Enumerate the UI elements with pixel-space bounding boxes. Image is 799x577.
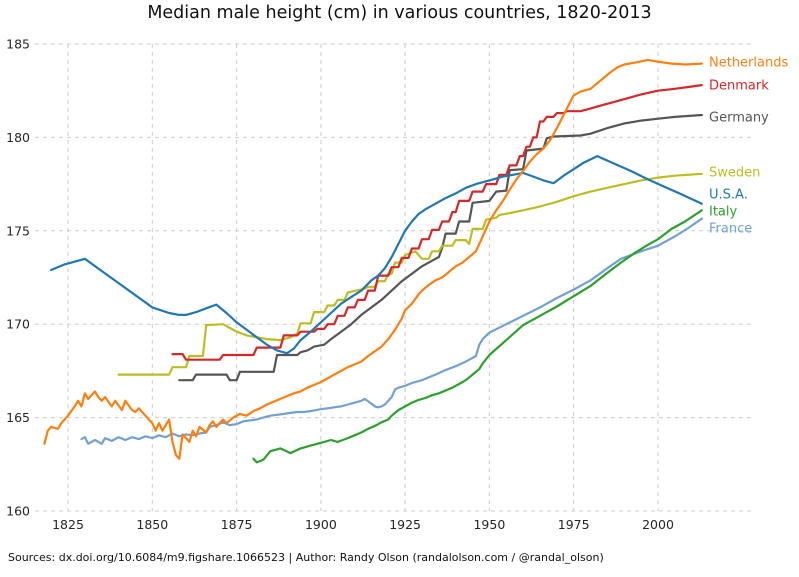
x-tick-label: 2000 bbox=[642, 517, 674, 532]
line-netherlands bbox=[43, 58, 703, 460]
series-label-usa: U.S.A. bbox=[709, 188, 748, 203]
series-lines bbox=[43, 58, 703, 464]
line-denmark bbox=[171, 83, 703, 361]
y-tick-label: 180 bbox=[6, 130, 30, 145]
series-label-germany: Germany bbox=[709, 111, 769, 126]
x-tick-label: 1875 bbox=[221, 517, 253, 532]
x-tick-label: 1925 bbox=[389, 517, 421, 532]
line-usa bbox=[49, 155, 703, 355]
y-tick-label: 160 bbox=[6, 504, 30, 519]
line-italy bbox=[252, 209, 703, 464]
gridlines bbox=[35, 43, 753, 512]
source-credit: Sources: dx.doi.org/10.6084/m9.figshare.… bbox=[8, 551, 604, 564]
x-tick-label: 1900 bbox=[305, 517, 337, 532]
series-labels: Netherlands Denmark Germany Sweden U.S.A. Ita… bbox=[709, 56, 788, 237]
x-tick-label: 1825 bbox=[52, 517, 84, 532]
series-label-france: France bbox=[709, 222, 752, 237]
y-tick-label: 170 bbox=[6, 317, 30, 332]
line-france bbox=[80, 217, 703, 445]
series-label-italy: Italy bbox=[709, 205, 738, 220]
x-tick-label: 1850 bbox=[136, 517, 168, 532]
series-label-denmark: Denmark bbox=[709, 79, 769, 94]
axis-tick-labels: 185 180 175 170 165 160 1825 1850 1875 1900 1925 19… bbox=[6, 37, 674, 533]
line-germany bbox=[178, 113, 703, 382]
x-tick-label: 1975 bbox=[558, 517, 590, 532]
series-label-sweden: Sweden bbox=[709, 166, 760, 181]
y-tick-label: 165 bbox=[6, 410, 30, 425]
series-label-netherlands: Netherlands bbox=[709, 56, 788, 71]
y-tick-label: 185 bbox=[6, 37, 30, 52]
x-tick-label: 1950 bbox=[473, 517, 505, 532]
y-tick-label: 175 bbox=[6, 223, 30, 238]
chart-title: Median male height (cm) in various count… bbox=[147, 3, 652, 23]
